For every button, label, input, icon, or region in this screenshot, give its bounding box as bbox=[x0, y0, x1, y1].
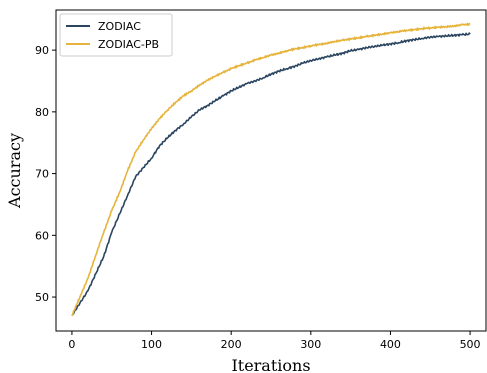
y-tick-label: 50 bbox=[35, 291, 49, 304]
x-tick-label: 0 bbox=[68, 338, 75, 351]
legend: ZODIAC ZODIAC-PB bbox=[59, 13, 173, 57]
series-line-zodiac-pb bbox=[71, 22, 471, 317]
x-tick-label: 500 bbox=[460, 338, 481, 351]
y-axis-label: Accuracy bbox=[5, 133, 24, 209]
legend-label-zodiac: ZODIAC bbox=[98, 20, 141, 33]
legend-box bbox=[59, 13, 173, 57]
x-tick-label: 200 bbox=[221, 338, 242, 351]
x-axis-ticks: 0 100 200 300 400 500 bbox=[68, 331, 481, 351]
x-axis-label: Iterations bbox=[231, 356, 310, 373]
series-layer bbox=[71, 22, 471, 317]
legend-label-zodiac-pb: ZODIAC-PB bbox=[98, 38, 159, 51]
y-tick-label: 90 bbox=[35, 44, 49, 57]
series-line-zodiac bbox=[71, 32, 471, 317]
x-tick-label: 400 bbox=[380, 338, 401, 351]
y-tick-label: 80 bbox=[35, 106, 49, 119]
plot-frame bbox=[55, 9, 487, 332]
x-tick-label: 100 bbox=[141, 338, 162, 351]
y-tick-label: 70 bbox=[35, 168, 49, 181]
y-tick-label: 60 bbox=[35, 229, 49, 242]
x-tick-label: 300 bbox=[300, 338, 321, 351]
y-axis-ticks: 50 60 70 80 90 bbox=[35, 44, 56, 304]
